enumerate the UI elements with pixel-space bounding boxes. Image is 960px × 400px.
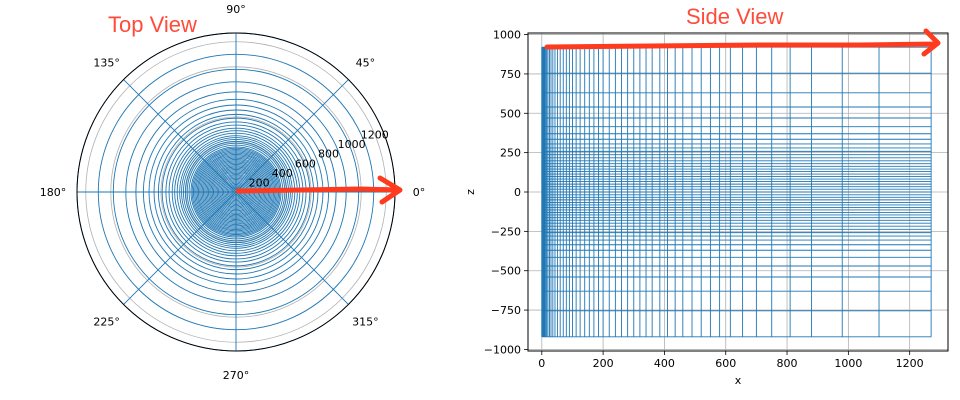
side-x-tick-label: 400 (654, 357, 675, 370)
polar-angle-tick-label: 90° (226, 3, 246, 16)
side-y-tick-label: 250 (500, 147, 521, 160)
polar-angle-tick-labels: 0° 45° 90° 135° 180° 225° 270° 315° (40, 3, 426, 382)
polar-r-tick-label: 800 (318, 148, 339, 161)
side-mesh (541, 46, 932, 338)
side-view-annotation: Side View (686, 4, 784, 29)
polar-r-tick-label: 400 (272, 167, 293, 180)
side-x-tick-label: 200 (593, 357, 614, 370)
polar-mesh-radial-line (235, 79, 349, 193)
side-x-tick-label: 800 (777, 357, 798, 370)
polar-r-tick-label: 600 (295, 157, 316, 170)
side-y-tick-label: −1000 (484, 343, 521, 356)
polar-angle-tick-label: 180° (40, 186, 67, 199)
polar-mesh-radial-line (235, 191, 349, 305)
side-y-tick-label: 0 (514, 186, 521, 199)
polar-angle-tick-label: 135° (93, 57, 120, 70)
side-y-axis-label: z (464, 189, 477, 195)
side-plot: 0 200 400 600 800 1000 1200 −1000 −750 −500 −250 0… (464, 29, 949, 387)
polar-angle-tick-label: 0° (413, 186, 426, 199)
side-x-tick-label: 1000 (834, 357, 862, 370)
top-view-annotation: Top View (108, 12, 197, 37)
polar-angle-tick-label: 270° (223, 369, 250, 382)
side-y-tick-label: 750 (500, 68, 521, 81)
side-y-tick-label: 500 (500, 107, 521, 120)
polar-r-tick-label: 200 (249, 176, 270, 189)
side-x-ticks: 0 200 400 600 800 1000 1200 (538, 351, 924, 370)
side-x-tick-label: 0 (538, 357, 545, 370)
side-view-arrow (544, 28, 941, 57)
side-y-tick-label: 1000 (493, 29, 521, 42)
side-y-tick-label: −750 (491, 304, 521, 317)
side-x-axis-label: x (735, 374, 742, 387)
top-view-arrow (235, 175, 403, 205)
polar-angle-tick-label: 225° (93, 315, 120, 328)
side-y-tick-label: −250 (491, 225, 521, 238)
annotations: Top View Side View (108, 4, 941, 205)
polar-mesh-radial-line (123, 79, 237, 193)
polar-mesh-radial-line (123, 191, 237, 305)
side-y-tick-label: −500 (491, 265, 521, 278)
side-x-tick-label: 600 (715, 357, 736, 370)
polar-angle-tick-label: 315° (352, 315, 379, 328)
side-y-ticks: −1000 −750 −500 −250 0 250 500 750 1000 (484, 29, 528, 356)
polar-angle-tick-label: 45° (356, 57, 376, 70)
polar-r-tick-label: 1200 (361, 129, 389, 142)
side-x-tick-label: 1200 (896, 357, 924, 370)
polar-r-tick-label: 1000 (338, 138, 366, 151)
